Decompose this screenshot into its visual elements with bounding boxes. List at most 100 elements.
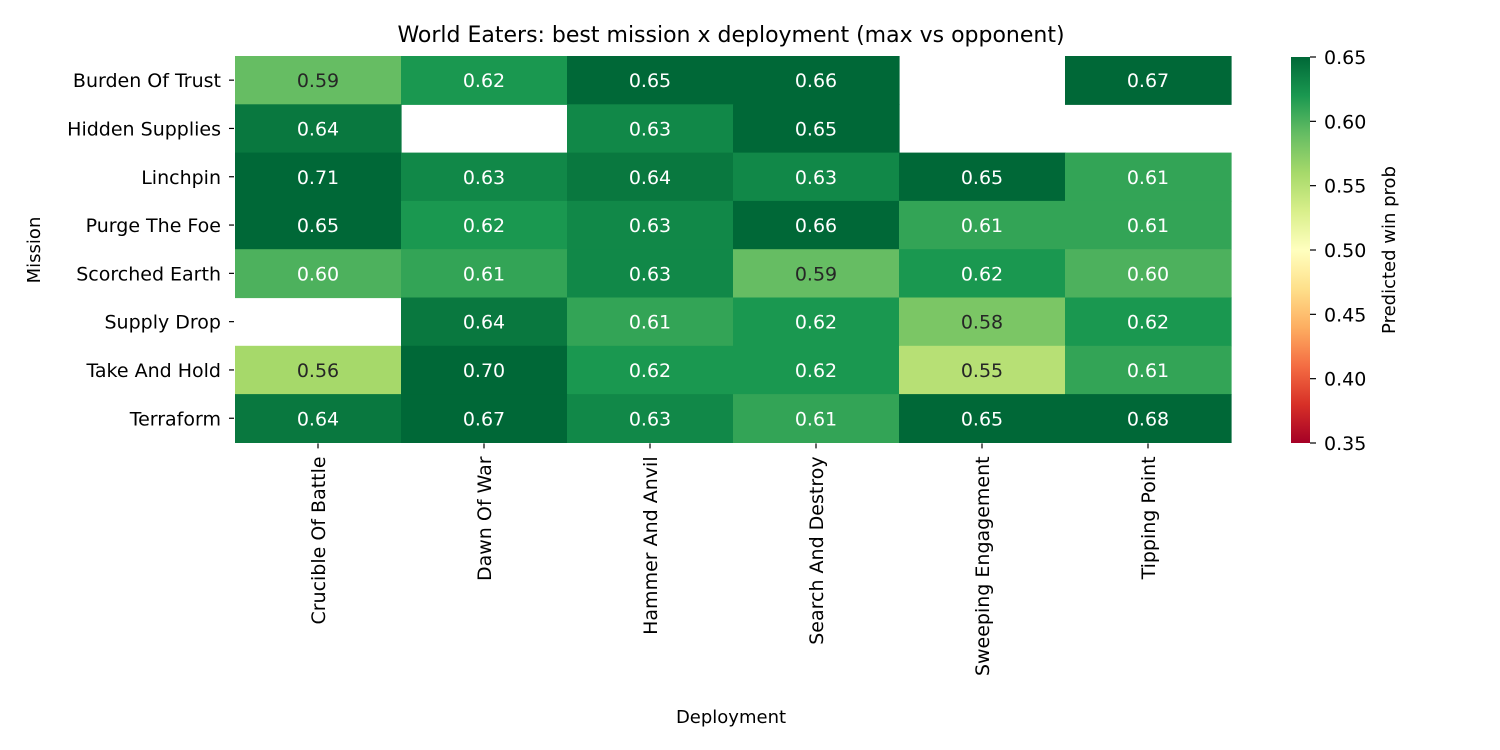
heatmap-cell: [401, 297, 568, 347]
heatmap-cell: [567, 249, 734, 299]
heatmap-cell: [401, 345, 568, 395]
heatmap-cell: [235, 56, 402, 105]
heatmap-cell: [235, 249, 402, 299]
cell-value-label: 0.64: [297, 118, 339, 140]
column-labels: Crucible Of Battle Dawn Of War Hammer And …: [308, 443, 1160, 676]
cell-value-label: 0.62: [463, 215, 505, 237]
colorbar-tick-label: 0.35: [1324, 433, 1366, 455]
cell-value-label: 0.63: [629, 215, 671, 237]
heatmap-cell: [899, 297, 1066, 347]
cell-value-label: 0.64: [629, 167, 671, 189]
x-axis-label: Deployment: [676, 707, 786, 728]
heatmap-cell: [899, 152, 1066, 202]
column-label: Crucible Of Battle: [308, 456, 330, 624]
heatmap-cell: [567, 104, 734, 154]
heatmap-cell: [733, 56, 900, 105]
heatmap-cell: [401, 249, 568, 299]
cell-value-label: 0.62: [629, 360, 671, 382]
cell-value-label: 0.55: [961, 360, 1003, 382]
column-label: Search And Destroy: [806, 456, 828, 644]
heatmap-cell: [733, 104, 900, 154]
heatmap-cell: [1065, 345, 1232, 395]
heatmap-cell: [899, 394, 1066, 443]
heatmap-cell: [733, 297, 900, 347]
heatmap-cell: [1065, 56, 1232, 105]
chart-title: World Eaters: best mission x deployment …: [397, 23, 1064, 48]
row-label: Scorched Earth: [76, 263, 221, 285]
colorbar-tick-label: 0.45: [1324, 304, 1366, 326]
heatmap-cell: [567, 200, 734, 250]
cell-value-label: 0.65: [961, 408, 1003, 430]
cell-value-label: 0.63: [795, 167, 837, 189]
row-label: Burden Of Trust: [73, 70, 221, 92]
heatmap-cell: [567, 152, 734, 202]
cell-value-label: 0.59: [297, 70, 339, 92]
heatmap-cell: [567, 297, 734, 347]
cell-value-label: 0.65: [297, 215, 339, 237]
colorbar-tick-label: 0.50: [1324, 240, 1366, 262]
heatmap-cell: [401, 394, 568, 443]
heatmap-cell: [733, 394, 900, 443]
cell-value-label: 0.58: [961, 312, 1003, 334]
cell-value-label: 0.63: [629, 263, 671, 285]
column-label: Hammer And Anvil: [640, 456, 662, 634]
row-label: Supply Drop: [105, 312, 222, 334]
cell-value-label: 0.61: [1127, 215, 1169, 237]
cell-value-label: 0.62: [961, 263, 1003, 285]
cell-value-label: 0.67: [463, 408, 505, 430]
heatmap-cells: 0.59 0.62 0.65 0.66 0.67 0.64 0.63 0.65 0.71 0.63…: [235, 56, 1232, 443]
cell-value-label: 0.63: [629, 408, 671, 430]
colorbar-tick-label: 0.55: [1324, 176, 1366, 198]
cell-value-label: 0.64: [463, 312, 505, 334]
cell-value-label: 0.65: [629, 70, 671, 92]
row-label: Linchpin: [141, 167, 221, 189]
cell-value-label: 0.66: [795, 70, 837, 92]
column-label: Dawn Of War: [474, 456, 496, 581]
colorbar-tick-label: 0.65: [1324, 47, 1366, 69]
column-label: Tipping Point: [1138, 456, 1160, 580]
heatmap-cell: [733, 345, 900, 395]
colorbar-tick-label: 0.60: [1324, 111, 1366, 133]
heatmap-cell: [1065, 200, 1232, 250]
colorbar-tick-label: 0.40: [1324, 369, 1366, 391]
cell-value-label: 0.70: [463, 360, 505, 382]
colorbar-gradient: [1291, 57, 1310, 443]
column-label: Sweeping Engagement: [972, 456, 994, 676]
row-labels: Burden Of Trust Hidden Supplies Linchpin Pu…: [67, 70, 234, 430]
cell-value-label: 0.67: [1127, 70, 1169, 92]
cell-value-label: 0.60: [1127, 263, 1169, 285]
heatmap-cell: [235, 104, 402, 154]
cell-value-label: 0.61: [629, 312, 671, 334]
heatmap-cell: [1065, 394, 1232, 443]
heatmap-cell: [567, 345, 734, 395]
y-axis-label: Mission: [24, 217, 45, 284]
heatmap-cell: [899, 200, 1066, 250]
cell-value-label: 0.60: [297, 263, 339, 285]
heatmap-cell: [899, 345, 1066, 395]
cell-value-label: 0.61: [795, 408, 837, 430]
heatmap-cell: [235, 345, 402, 395]
heatmap-cell: [567, 394, 734, 443]
cell-value-label: 0.61: [1127, 360, 1169, 382]
cell-value-label: 0.62: [1127, 312, 1169, 334]
row-label: Hidden Supplies: [67, 118, 221, 140]
heatmap-cell: [235, 200, 402, 250]
cell-value-label: 0.61: [961, 215, 1003, 237]
cell-value-label: 0.59: [795, 263, 837, 285]
heatmap-cell: [235, 394, 402, 443]
colorbar: 0.35 0.40 0.45 0.50 0.55 0.60 0.65: [1291, 47, 1366, 455]
cell-value-label: 0.56: [297, 360, 339, 382]
cell-value-label: 0.61: [463, 263, 505, 285]
cell-value-label: 0.64: [297, 408, 339, 430]
cell-value-label: 0.63: [629, 118, 671, 140]
heatmap-cell: [401, 56, 568, 105]
heatmap-cell: [1065, 297, 1232, 347]
heatmap-cell: [733, 200, 900, 250]
heatmap-cell: [567, 56, 734, 105]
cell-value-label: 0.66: [795, 215, 837, 237]
heatmap-cell: [401, 152, 568, 202]
cell-value-label: 0.62: [463, 70, 505, 92]
heatmap-cell: [1065, 249, 1232, 299]
cell-value-label: 0.61: [1127, 167, 1169, 189]
